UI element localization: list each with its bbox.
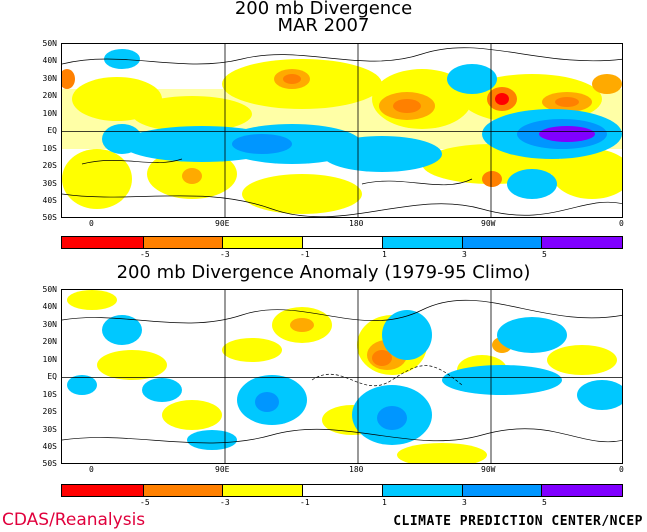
panel2-title: 200 mb Divergence Anomaly (1979-95 Climo…: [116, 262, 531, 283]
lat-label: 20S: [42, 161, 57, 170]
credit-label: CLIMATE PREDICTION CENTER/NCEP: [393, 514, 643, 529]
colorbar-tick: 3: [462, 250, 467, 259]
colorbar-swatch: [382, 237, 463, 248]
divergence-map: [61, 43, 623, 218]
lat-label: 50S: [42, 213, 57, 222]
source-label: CDAS/Reanalysis: [2, 510, 146, 530]
panel1-title: 200 mb Divergence: [234, 0, 413, 19]
colorbar-tick: 1: [382, 250, 387, 259]
lon-label: 180: [349, 219, 364, 228]
lat-label: 20N: [42, 91, 57, 100]
colorbar-2: [61, 484, 623, 497]
lon-label: 90W: [481, 219, 496, 228]
lon-label: 0: [619, 219, 624, 228]
lon-label: 90E: [215, 465, 230, 474]
lon-label: 180: [349, 465, 364, 474]
lat-label: 40S: [42, 442, 57, 451]
lat-label: 30S: [42, 425, 57, 434]
colorbar-tick: -3: [220, 250, 230, 259]
colorbar-swatch: [303, 237, 383, 248]
lat-label: 20S: [42, 407, 57, 416]
colorbar-1: [61, 236, 623, 249]
colorbar-tick: 1: [382, 498, 387, 507]
lat-label: 40N: [42, 56, 57, 65]
colorbar-swatch: [542, 237, 623, 248]
colorbar-swatch: [542, 485, 623, 496]
colorbar-tick: -1: [300, 250, 310, 259]
colorbar-tick: -3: [220, 498, 230, 507]
colorbar-swatch: [462, 237, 543, 248]
lat-label: 40S: [42, 196, 57, 205]
lon-label: 0: [89, 465, 94, 474]
lat-label: 40N: [42, 302, 57, 311]
colorbar-swatch: [143, 237, 224, 248]
lat-label: EQ: [47, 126, 57, 135]
lat-label: 10S: [42, 144, 57, 153]
lat-label: 10N: [42, 109, 57, 118]
lat-label: 10N: [42, 355, 57, 364]
lat-label: EQ: [47, 372, 57, 381]
colorbar-tick: -5: [140, 498, 150, 507]
panel1-subtitle: MAR 2007: [277, 15, 370, 36]
colorbar-tick: -1: [300, 498, 310, 507]
lat-label: 30N: [42, 320, 57, 329]
lon-label: 90W: [481, 465, 496, 474]
colorbar-swatch: [143, 485, 224, 496]
colorbar-swatch: [303, 485, 383, 496]
colorbar-swatch: [382, 485, 463, 496]
colorbar-tick: -5: [140, 250, 150, 259]
lat-label: 50N: [42, 39, 57, 48]
colorbar-tick: 5: [542, 250, 547, 259]
colorbar-tick: 3: [462, 498, 467, 507]
divergence-anomaly-map: [61, 289, 623, 464]
lat-label: 10S: [42, 390, 57, 399]
lon-label: 0: [619, 465, 624, 474]
lat-label: 50S: [42, 459, 57, 468]
colorbar-swatch: [62, 485, 144, 496]
lon-label: 90E: [215, 219, 230, 228]
lon-label: 0: [89, 219, 94, 228]
lat-label: 30S: [42, 179, 57, 188]
lat-label: 20N: [42, 337, 57, 346]
colorbar-swatch: [223, 485, 304, 496]
colorbar-swatch: [62, 237, 144, 248]
colorbar-swatch: [223, 237, 304, 248]
colorbar-tick: 5: [542, 498, 547, 507]
lat-label: 50N: [42, 285, 57, 294]
colorbar-swatch: [462, 485, 543, 496]
lat-label: 30N: [42, 74, 57, 83]
